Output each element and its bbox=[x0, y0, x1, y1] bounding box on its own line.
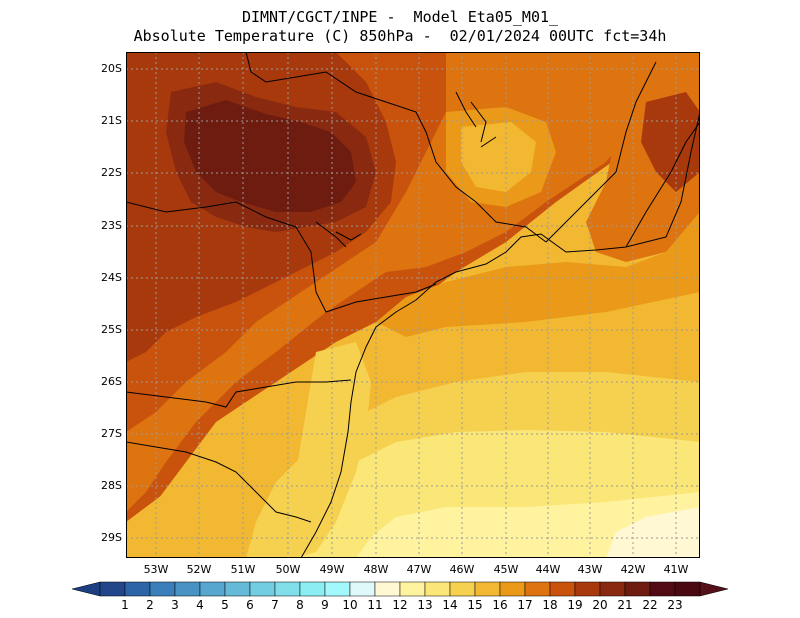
state-border-east bbox=[545, 61, 657, 243]
temperature-map bbox=[126, 52, 700, 558]
colorbar-segment bbox=[124, 581, 151, 597]
lon-label: 42W bbox=[620, 563, 646, 576]
colorbar-segment bbox=[499, 581, 526, 597]
zone-ocean-cool bbox=[606, 507, 700, 558]
zone-south-coast-cool bbox=[286, 342, 371, 558]
colorbar-segment bbox=[424, 581, 451, 597]
colorbar-label: 8 bbox=[296, 598, 304, 612]
state-border-rs bbox=[126, 441, 312, 523]
colorbar-segment bbox=[399, 581, 426, 597]
colorbar-label: 13 bbox=[417, 598, 433, 612]
colorbar-segment bbox=[174, 581, 201, 597]
state-border-es bbox=[625, 121, 700, 248]
lon-label: 41W bbox=[663, 563, 689, 576]
colorbar-segment bbox=[224, 581, 251, 597]
colorbar-segment bbox=[149, 581, 176, 597]
colorbar-label: 21 bbox=[617, 598, 633, 612]
lon-label: 52W bbox=[186, 563, 212, 576]
colorbar-label: 1 bbox=[121, 598, 129, 612]
title-line-1: DIMNT/CGCT/INPE - Model Eta05_M01_ bbox=[241, 8, 559, 26]
lon-label: 53W bbox=[143, 563, 169, 576]
lat-label: 26S bbox=[101, 375, 122, 388]
colorbar-segment bbox=[574, 581, 601, 597]
lon-label: 43W bbox=[577, 563, 603, 576]
lon-label: 45W bbox=[493, 563, 519, 576]
lat-label: 20S bbox=[101, 62, 122, 75]
colorbar-segment bbox=[449, 581, 476, 597]
colorbar-segment bbox=[474, 581, 501, 597]
colorbar-segment bbox=[199, 581, 226, 597]
colorbar-segment bbox=[299, 581, 326, 597]
colorbar-label: 3 bbox=[171, 598, 179, 612]
colorbar-segment bbox=[549, 581, 576, 597]
colorbar-segment bbox=[624, 581, 651, 597]
lat-label: 25S bbox=[101, 323, 122, 336]
colorbar-label: 9 bbox=[321, 598, 329, 612]
colorbar-label: 4 bbox=[196, 598, 204, 612]
reservoir-lines bbox=[455, 91, 497, 148]
title-line-2: Absolute Temperature (C) 850hPa - 02/01/… bbox=[133, 27, 667, 45]
coastline bbox=[300, 111, 700, 558]
colorbar-label: 5 bbox=[221, 598, 229, 612]
colorbar-label: 6 bbox=[246, 598, 254, 612]
colorbar-label: 10 bbox=[342, 598, 358, 612]
colorbar-label: 17 bbox=[517, 598, 533, 612]
zone-east-hot bbox=[641, 92, 700, 192]
colorbar-segment bbox=[249, 581, 276, 597]
colorbar-label: 20 bbox=[592, 598, 608, 612]
lat-label: 27S bbox=[101, 427, 122, 440]
colorbar-segment bbox=[649, 581, 676, 597]
colorbar-segment bbox=[324, 581, 351, 597]
lon-label: 48W bbox=[363, 563, 389, 576]
lon-label: 49W bbox=[319, 563, 345, 576]
lat-label: 22S bbox=[101, 166, 122, 179]
coastline-borders bbox=[126, 52, 700, 558]
colorbar-segment bbox=[374, 581, 401, 597]
grid-lines bbox=[126, 52, 700, 558]
lat-label: 21S bbox=[101, 114, 122, 127]
colorbar-label: 7 bbox=[271, 598, 279, 612]
lat-label: 29S bbox=[101, 531, 122, 544]
colorbar-right-arrow bbox=[699, 581, 729, 597]
lat-label: 28S bbox=[101, 479, 122, 492]
lon-label: 50W bbox=[275, 563, 301, 576]
colorbar-label: 22 bbox=[642, 598, 658, 612]
colorbar-label: 11 bbox=[367, 598, 383, 612]
colorbar-label: 2 bbox=[146, 598, 154, 612]
colorbar-left-arrow bbox=[71, 581, 101, 597]
map-frame bbox=[126, 52, 700, 558]
colorbar-label: 19 bbox=[567, 598, 583, 612]
lat-label: 23S bbox=[101, 219, 122, 232]
lat-label: 24S bbox=[101, 271, 122, 284]
zone-hottest-core bbox=[184, 100, 356, 212]
colorbar-label: 12 bbox=[392, 598, 408, 612]
colorbar bbox=[71, 581, 729, 597]
colorbar-label: 18 bbox=[542, 598, 558, 612]
lon-label: 44W bbox=[535, 563, 561, 576]
colorbar-segment bbox=[274, 581, 301, 597]
state-border-north bbox=[245, 52, 547, 243]
colorbar-segment bbox=[349, 581, 376, 597]
lon-label: 51W bbox=[230, 563, 256, 576]
colorbar-label: 14 bbox=[442, 598, 458, 612]
river-line bbox=[315, 221, 362, 248]
colorbar-label: 15 bbox=[467, 598, 483, 612]
colorbar-label: 23 bbox=[667, 598, 683, 612]
colorbar-segment bbox=[674, 581, 701, 597]
state-border-sc bbox=[126, 379, 352, 408]
colorbar-segment bbox=[524, 581, 551, 597]
state-border-mid bbox=[126, 201, 437, 313]
colorbar-segment bbox=[599, 581, 626, 597]
colorbar-segment bbox=[99, 581, 126, 597]
lon-label: 46W bbox=[449, 563, 475, 576]
colorbar-label: 16 bbox=[492, 598, 508, 612]
lon-label: 47W bbox=[406, 563, 432, 576]
zone-plateau-cooler bbox=[461, 122, 536, 192]
